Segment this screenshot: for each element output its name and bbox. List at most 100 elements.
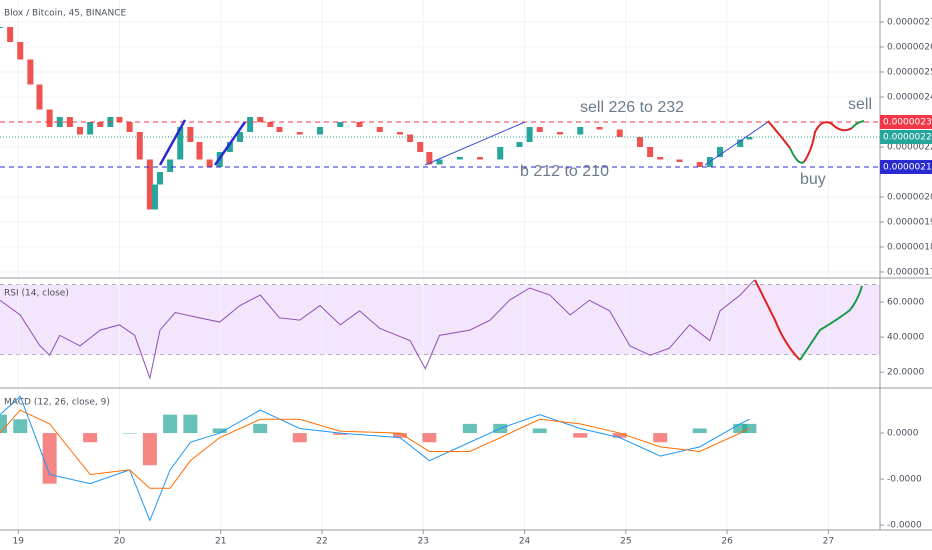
candle xyxy=(497,147,504,160)
candle xyxy=(27,59,34,85)
y-tick-label: -0.0000 xyxy=(887,521,922,531)
candle xyxy=(17,42,24,60)
histogram-bar xyxy=(393,433,407,438)
candle xyxy=(146,159,153,210)
histogram-bar xyxy=(733,423,748,434)
y-tick-label: 0.00000170 xyxy=(887,268,932,278)
candle xyxy=(616,129,623,137)
candle xyxy=(116,117,123,122)
projection xyxy=(799,285,863,361)
histogram-bar xyxy=(612,433,627,438)
candle xyxy=(56,117,63,127)
histogram-bar xyxy=(253,423,268,434)
x-tick-label: 23 xyxy=(418,537,429,547)
y-tick-label: 0.00000220 xyxy=(887,143,932,153)
x-tick-label: 19 xyxy=(13,537,25,547)
chart-title: Blox / Bitcoin, 45, BINANCE xyxy=(4,9,126,19)
candle xyxy=(36,84,43,110)
histogram-bar xyxy=(292,433,307,443)
projection xyxy=(803,121,853,163)
annotation: b 212 to 210 xyxy=(520,163,609,180)
candle xyxy=(676,159,683,162)
y-tick-label: 60.0000 xyxy=(887,298,924,308)
trend-line xyxy=(424,121,526,166)
x-tick-label: 24 xyxy=(519,537,531,547)
price-level-label: 0.00000230 xyxy=(883,118,932,128)
candle xyxy=(737,139,744,147)
separators xyxy=(0,0,932,531)
candle xyxy=(46,109,53,127)
trend-line xyxy=(158,119,187,166)
trend-line xyxy=(213,121,247,166)
histogram-bar xyxy=(13,419,28,434)
histogram-bar xyxy=(122,433,137,434)
histogram-bar xyxy=(692,428,707,434)
candle xyxy=(7,27,14,42)
x-tick-label: 27 xyxy=(823,537,834,547)
histogram-bar xyxy=(0,414,7,434)
grid xyxy=(0,0,880,530)
trend-line xyxy=(704,121,769,166)
candle xyxy=(596,127,603,130)
candle xyxy=(696,162,703,167)
candle xyxy=(296,132,303,135)
candle xyxy=(276,127,283,132)
candle xyxy=(0,27,3,28)
histogram-bar xyxy=(462,423,477,434)
histogram-bar xyxy=(142,433,157,466)
annotation: sell 226 to 232 xyxy=(580,99,684,116)
drawings xyxy=(158,119,865,361)
y-tick-label: 40.0000 xyxy=(887,333,924,343)
histogram-bar xyxy=(163,414,178,434)
candle xyxy=(151,184,158,210)
candle xyxy=(66,117,73,127)
annotation: buy xyxy=(800,171,826,188)
candle xyxy=(126,122,133,132)
x-tick-label: 21 xyxy=(215,537,226,547)
candle xyxy=(577,127,584,135)
candle xyxy=(337,122,344,127)
candle xyxy=(317,127,323,135)
y-tick-label: 20.0000 xyxy=(887,368,924,378)
candle xyxy=(397,132,403,135)
x-tick-label: 22 xyxy=(316,537,327,547)
candle xyxy=(267,122,274,127)
candle xyxy=(746,137,753,140)
histogram-bar xyxy=(212,428,227,434)
price-level-label: 0.00000212 xyxy=(883,163,932,173)
histogram-bar xyxy=(422,433,437,443)
macd-line xyxy=(0,395,750,522)
candle xyxy=(637,137,643,147)
candle xyxy=(356,122,363,127)
x-tick-label: 26 xyxy=(721,537,733,547)
rsi-line xyxy=(0,279,755,381)
candle xyxy=(376,127,383,132)
y-tick-label: 0.00000180 xyxy=(887,243,932,253)
y-tick-label: 0.00000240 xyxy=(887,93,932,103)
histogram-bar xyxy=(83,433,98,443)
candle xyxy=(456,157,463,160)
projection xyxy=(754,279,801,361)
price-level-label: 0.00000224 xyxy=(883,133,932,143)
candle xyxy=(136,132,143,160)
projection xyxy=(851,120,865,129)
histogram-bar xyxy=(333,433,348,435)
histogram-bar xyxy=(532,428,547,434)
price-level-box xyxy=(880,160,932,174)
candle xyxy=(647,147,654,157)
pane-title: RSI (14, close) xyxy=(4,289,69,299)
y-tick-label: 0.00000260 xyxy=(887,43,932,53)
candle xyxy=(557,132,563,135)
labels: 0.00000270 0.00000260 0.00000250 0.00000240… xyxy=(13,18,932,547)
candle xyxy=(247,117,254,132)
histogram-bar xyxy=(183,414,198,434)
y-tick-label: -0.0000 xyxy=(887,475,922,485)
candle xyxy=(426,152,433,165)
y-tick-label: 0.0000 xyxy=(887,429,919,439)
candle xyxy=(206,159,213,167)
candle xyxy=(536,127,543,132)
x-tick-label: 20 xyxy=(114,537,126,547)
histogram-bar xyxy=(653,433,668,443)
